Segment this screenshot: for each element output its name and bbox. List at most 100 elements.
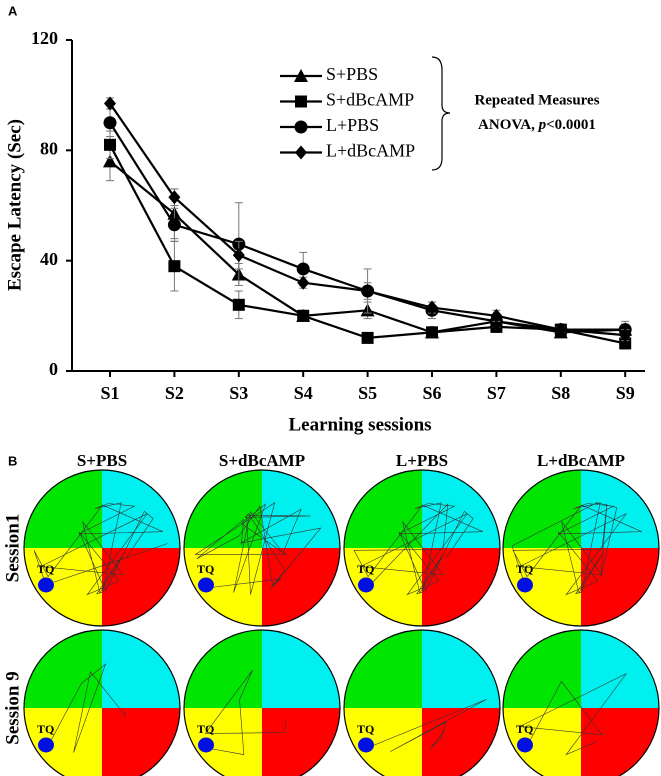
swim-path [194, 502, 322, 595]
data-point [426, 326, 438, 339]
platform [198, 577, 214, 593]
quadrants [503, 630, 659, 776]
maze-border [343, 469, 501, 627]
maze-border [502, 469, 660, 627]
swim-path [33, 502, 168, 596]
data-point [232, 248, 245, 263]
data-point [168, 260, 181, 273]
quadrant [422, 470, 500, 548]
quadrants [344, 630, 500, 776]
quadrant [184, 470, 262, 548]
y-tick-label: 40 [40, 249, 58, 269]
x-tick-label: S1 [100, 383, 119, 403]
data-point [104, 96, 116, 111]
data-point [426, 300, 438, 315]
target-label: TQ [197, 722, 214, 736]
column-header: S+PBS [77, 451, 127, 470]
legend-marker [294, 120, 308, 134]
x-tick-label: S6 [422, 383, 441, 403]
platform [358, 737, 374, 753]
x-tick-label: S4 [294, 383, 313, 403]
data-point [361, 331, 374, 344]
quadrant [581, 548, 659, 626]
quadrant [581, 630, 659, 708]
annotation: Repeated Measures [474, 92, 599, 108]
legend-label: L+dBcAMP [326, 141, 415, 161]
target-label: TQ [357, 722, 374, 736]
maze: TQ [343, 629, 501, 776]
maze: TQ [23, 629, 181, 776]
data-point [554, 322, 567, 337]
quadrant [422, 708, 500, 776]
quadrant [422, 548, 500, 626]
quadrants [24, 630, 180, 776]
data-point [361, 284, 374, 299]
quadrant [262, 630, 340, 708]
quadrant [503, 548, 581, 626]
column-header: S+dBcAMP [219, 451, 305, 470]
annotation-part: <0.0001 [546, 117, 596, 133]
platform [517, 577, 533, 593]
swim-path [511, 502, 642, 596]
x-tick-label: S5 [358, 383, 377, 403]
y-tick-label: 80 [40, 138, 58, 158]
quadrant [344, 548, 422, 626]
data-point [297, 275, 310, 290]
quadrant [262, 470, 340, 548]
annotation-part: p [537, 117, 547, 133]
maze: TQ [502, 629, 660, 776]
data-point [619, 328, 632, 343]
maze: TQ [183, 629, 341, 776]
swim-path [518, 673, 627, 756]
legend-marker [295, 95, 307, 108]
annotation-part: ANOVA, [478, 117, 539, 133]
quadrant [262, 548, 340, 626]
quadrant [24, 708, 102, 776]
quadrants [184, 630, 340, 776]
quadrant [24, 548, 102, 626]
x-tick-label: S9 [616, 383, 635, 403]
maze-border [343, 629, 501, 776]
target-label: TQ [357, 562, 374, 576]
x-tick-label: S2 [165, 383, 184, 403]
target-label: TQ [516, 722, 533, 736]
quadrant [102, 470, 180, 548]
quadrant [503, 470, 581, 548]
swim-path [353, 502, 483, 596]
quadrant [344, 630, 422, 708]
quadrant [503, 630, 581, 708]
data-point [103, 116, 117, 130]
quadrants [344, 470, 500, 626]
x-tick-label: S8 [551, 383, 570, 403]
quadrants [503, 470, 659, 626]
y-axis-title: Escape Latency (Sec) [4, 119, 25, 291]
maze-border [183, 469, 341, 627]
panel-label: B [8, 453, 17, 468]
maze-border [23, 469, 181, 627]
quadrant [184, 630, 262, 708]
target-label: TQ [37, 562, 54, 576]
y-tick-label: 0 [49, 359, 58, 379]
quadrant [422, 630, 500, 708]
platform [198, 737, 214, 753]
quadrant [102, 708, 180, 776]
data-point [104, 138, 116, 151]
x-tick-label: S3 [229, 383, 248, 403]
platform [517, 737, 533, 753]
row-label: Session 9 [2, 671, 23, 744]
legend-label: S+dBcAMP [326, 90, 414, 110]
quadrant [102, 548, 180, 626]
annotation: ANOVA, p<0.0001 [478, 117, 596, 133]
brace [431, 56, 451, 171]
quadrants [24, 470, 180, 626]
quadrant [344, 470, 422, 548]
maze-border [183, 629, 341, 776]
panel-label: A [8, 3, 18, 18]
quadrant [24, 470, 102, 548]
data-point [167, 218, 181, 232]
platform [38, 577, 54, 593]
x-tick-label: S7 [487, 383, 506, 403]
column-header: L+dBcAMP [537, 451, 625, 470]
legend-label: S+PBS [326, 64, 378, 84]
